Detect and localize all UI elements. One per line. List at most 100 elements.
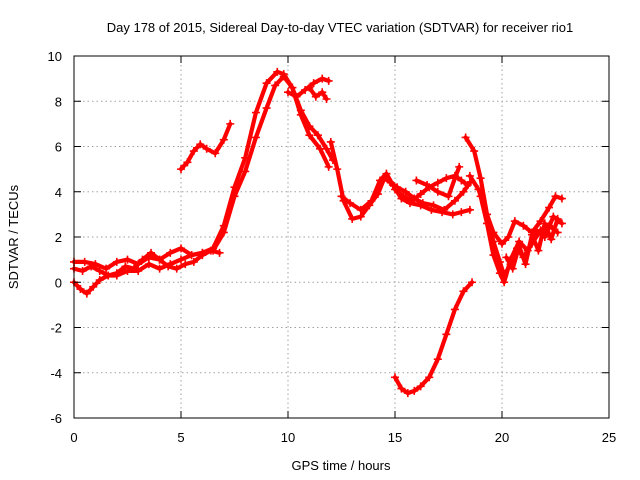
y-axis-label: SDTVAR / TECUs — [6, 184, 21, 289]
data-point — [403, 389, 412, 398]
data-point — [112, 257, 121, 266]
data-point — [425, 373, 434, 382]
data-point — [547, 235, 556, 244]
axis-ticks — [73, 55, 610, 419]
data-point — [412, 176, 421, 185]
series-pass-4 — [177, 119, 235, 174]
data-point — [284, 88, 292, 97]
x-tick-label: 10 — [281, 430, 295, 445]
data-point — [296, 106, 305, 115]
y-tick-label: 8 — [55, 94, 62, 109]
series-trace — [392, 280, 475, 396]
data-point — [177, 244, 185, 253]
data-point — [476, 192, 485, 201]
data-point — [504, 233, 513, 241]
data-point — [123, 255, 132, 264]
data-point — [438, 208, 447, 217]
data-point — [181, 260, 190, 269]
y-tick-label: 2 — [55, 230, 62, 245]
data-point — [553, 214, 562, 223]
data-point — [273, 67, 282, 76]
series-trace — [71, 74, 335, 296]
data-point — [187, 251, 196, 260]
series-trace — [328, 139, 472, 221]
data-point — [502, 253, 511, 262]
data-point — [251, 108, 260, 117]
data-point — [433, 178, 442, 187]
data-point — [450, 196, 459, 205]
data-point — [463, 180, 472, 189]
series-pass-11 — [391, 278, 477, 398]
data-point — [292, 92, 301, 101]
x-tick-label: 25 — [602, 430, 616, 445]
data-point — [382, 169, 391, 178]
data-point — [318, 88, 327, 97]
data-point — [172, 264, 181, 273]
data-point — [408, 196, 417, 205]
data-point — [215, 248, 224, 257]
data-point — [318, 74, 327, 83]
series-trace — [178, 121, 233, 172]
data-point — [448, 210, 457, 219]
data-point — [483, 219, 492, 228]
data-point — [144, 260, 153, 269]
data-point — [356, 212, 365, 221]
data-point — [129, 264, 138, 273]
data-point — [324, 162, 333, 171]
data-point — [465, 205, 474, 214]
data-point — [457, 208, 466, 217]
data-point — [166, 248, 175, 257]
data-point — [470, 147, 479, 156]
data-point — [442, 330, 451, 339]
data-point — [226, 119, 235, 128]
data-point — [305, 122, 314, 131]
data-point — [89, 282, 98, 291]
data-point — [450, 174, 459, 183]
series-trace — [478, 194, 564, 285]
data-point — [337, 192, 346, 201]
data-point — [324, 76, 333, 85]
data-point — [138, 255, 147, 264]
data-point — [322, 94, 331, 103]
data-point — [376, 176, 385, 185]
data-point — [367, 196, 376, 205]
data-point — [196, 140, 205, 149]
data-point — [76, 285, 85, 294]
data-series-layer — [70, 67, 566, 398]
y-tick-label: -4 — [50, 366, 62, 381]
data-point — [219, 228, 228, 237]
data-point — [498, 239, 506, 248]
data-point — [515, 242, 524, 251]
data-point — [459, 287, 468, 296]
data-point — [391, 185, 399, 194]
data-point — [78, 266, 87, 275]
data-point — [322, 144, 331, 153]
data-point — [313, 131, 322, 140]
data-point — [455, 162, 464, 171]
data-point — [155, 264, 164, 273]
data-point — [468, 278, 477, 287]
data-point — [557, 219, 566, 228]
data-point — [177, 165, 185, 174]
data-point — [262, 104, 271, 113]
data-point — [183, 158, 192, 167]
grid — [74, 56, 609, 418]
data-point — [134, 266, 143, 275]
data-point — [397, 384, 406, 393]
data-point — [102, 264, 111, 273]
data-point — [311, 92, 320, 101]
data-point — [147, 248, 156, 257]
data-point — [508, 264, 517, 273]
data-point — [534, 246, 543, 255]
data-point — [326, 137, 335, 146]
data-point — [551, 192, 560, 201]
data-point — [461, 133, 470, 142]
data-point — [262, 79, 271, 88]
data-point — [241, 167, 250, 176]
data-point — [410, 386, 419, 395]
data-point — [391, 373, 399, 382]
y-tick-label: 0 — [55, 275, 62, 290]
data-point — [429, 201, 438, 210]
data-point — [356, 205, 365, 214]
data-point — [545, 203, 554, 212]
